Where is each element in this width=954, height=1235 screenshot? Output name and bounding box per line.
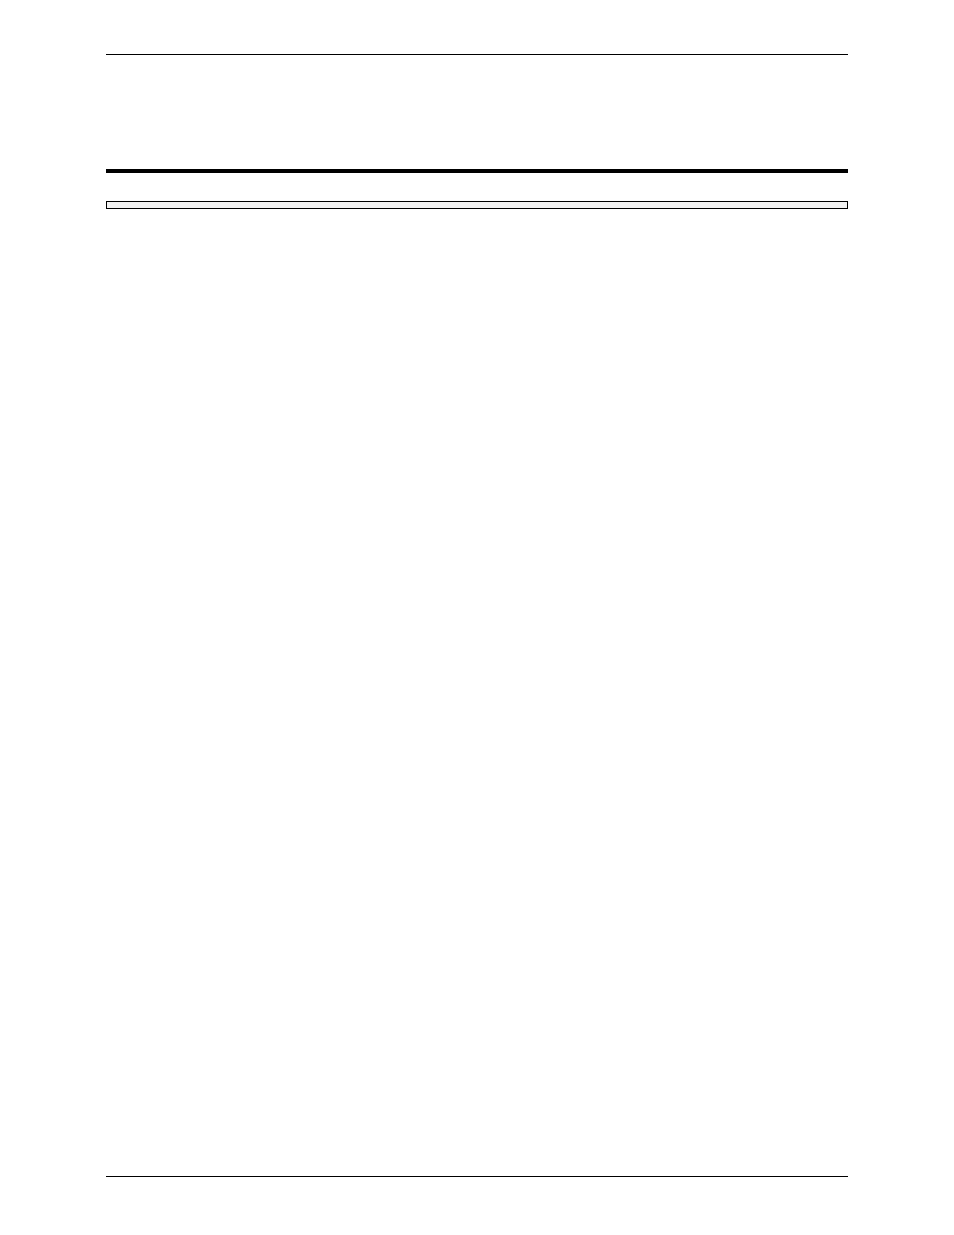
wiring-diagram-voltage — [152, 225, 472, 355]
page — [0, 0, 954, 1235]
current-diagram — [152, 376, 848, 521]
voltage-diagram — [152, 225, 848, 360]
page-footer — [106, 1176, 848, 1183]
voltage-block — [152, 225, 848, 521]
page-header — [106, 48, 848, 55]
wiring-diagram-current — [152, 376, 492, 516]
note-box — [106, 201, 848, 209]
section-heading — [106, 165, 848, 173]
